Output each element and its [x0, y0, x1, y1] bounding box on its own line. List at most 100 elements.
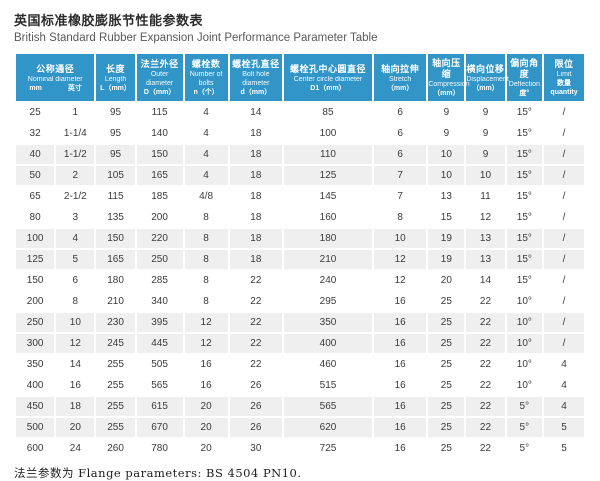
table-cell: 210 [96, 292, 135, 311]
column-header-label-en: Center circle diameter [293, 75, 363, 83]
table-cell: 255 [96, 376, 135, 395]
table-cell: 20 [184, 397, 228, 416]
table-cell: 20 [428, 271, 465, 290]
column-header-unit: D（mm） [143, 89, 176, 96]
footer-note: 法兰参数为 Flange parameters: BS 4504 PN10. [14, 466, 302, 480]
column-header-label-en: Bolt hole diameter [242, 71, 270, 87]
table-cell: 140 [136, 124, 183, 143]
table-cell: 9 [428, 103, 465, 122]
table-cell: 16 [373, 376, 427, 395]
column-header-7: 横向位移 Displacement （mm） [466, 54, 509, 101]
column-header-0: 长度 Length L（mm） [96, 54, 135, 101]
table-row: 200 8 210 340 8 22 295 16 25 22 10° / [16, 292, 584, 311]
table-cell: 125 [16, 250, 55, 269]
table-cell: 260 [96, 439, 135, 458]
table-cell: 40 [16, 145, 55, 164]
column-header-unit: （mm） [386, 84, 414, 92]
parameter-table: 公称通径 Nominal diameter mm 英寸 长度 Length L（mm） 法兰外… [14, 52, 586, 460]
table-cell: 50 [16, 166, 55, 185]
table-cell: 16 [373, 397, 427, 416]
table-cell: 180 [96, 271, 135, 290]
table-cell: 5 [544, 439, 584, 458]
table-cell: 22 [466, 355, 505, 374]
column-header-label-en: Stretch [389, 75, 412, 83]
table-cell: 250 [136, 250, 183, 269]
table-cell: 725 [284, 439, 372, 458]
table-cell: 350 [16, 355, 55, 374]
table-cell: 30 [229, 439, 283, 458]
table-cell: 210 [284, 250, 372, 269]
table-cell: 18 [229, 229, 283, 248]
column-header-label-en: Number of bolts [189, 71, 223, 87]
table-cell: 25 [428, 292, 465, 311]
table-cell: 16 [373, 355, 427, 374]
table-cell: 6 [373, 124, 427, 143]
table-cell: 16 [373, 292, 427, 311]
table-cell: 295 [284, 292, 372, 311]
table-cell: / [544, 145, 584, 164]
table-cell: 115 [136, 103, 183, 122]
table-cell: 18 [56, 397, 95, 416]
table-cell: 25 [428, 397, 465, 416]
table-cell: 105 [96, 166, 135, 185]
table-cell: 20 [184, 418, 228, 437]
table-cell: 13 [428, 187, 465, 206]
table-cell: 15° [506, 208, 543, 227]
table-row: 300 12 245 445 12 22 400 16 25 22 10° / [16, 334, 584, 353]
table-cell: 95 [96, 124, 135, 143]
table-row: 600 24 260 780 20 30 725 16 25 22 5° 5 [16, 439, 584, 458]
table-cell: 3 [56, 208, 95, 227]
table-cell: 16 [373, 334, 427, 353]
table-cell: 6 [373, 103, 427, 122]
table-cell: 15° [506, 187, 543, 206]
column-header-subunits: mm 英寸 [16, 84, 94, 93]
table-cell: / [544, 334, 584, 353]
table-cell: 670 [136, 418, 183, 437]
table-cell: 12 [373, 250, 427, 269]
table-cell: 10° [506, 355, 543, 374]
table-cell: 500 [16, 418, 55, 437]
table-cell: 245 [96, 334, 135, 353]
table-cell: 22 [466, 376, 505, 395]
table-cell: 6 [56, 271, 95, 290]
table-row: 150 6 180 285 8 22 240 12 20 14 15° / [16, 271, 584, 290]
page-title: 英国标准橡胶膨胀节性能参数表 [14, 13, 204, 28]
table-cell: / [544, 292, 584, 311]
table-cell: 150 [136, 145, 183, 164]
column-header-label-zh: 公称通径 [36, 63, 75, 74]
column-header-unit: d（mm） [240, 89, 272, 96]
table-row: 400 16 255 565 16 26 515 16 25 22 10° 4 [16, 376, 584, 395]
table-row: 40 1-1/2 95 150 4 18 110 6 10 9 15° / [16, 145, 584, 164]
table-cell: / [544, 229, 584, 248]
table-cell: 1-1/2 [56, 145, 95, 164]
column-header-label-en: Length [104, 75, 127, 83]
table-cell: 16 [373, 418, 427, 437]
column-header-label-en: Limit [556, 71, 572, 78]
subunit-mm: mm [29, 84, 42, 92]
column-header-label-en: Displacement [466, 75, 509, 83]
table-cell: 10 [428, 166, 465, 185]
column-header-label-en: Compression [428, 81, 470, 88]
table-cell: 26 [229, 418, 283, 437]
table-cell: 460 [284, 355, 372, 374]
table-cell: 200 [16, 292, 55, 311]
table-cell: 6 [373, 145, 427, 164]
table-cell: 9 [428, 124, 465, 143]
column-header-label-zh: 螺栓数 [191, 59, 221, 69]
table-cell: 8 [184, 292, 228, 311]
table-cell: 22 [229, 271, 283, 290]
table-cell: 13 [466, 250, 505, 269]
table-cell: 5° [506, 397, 543, 416]
table-cell: 14 [56, 355, 95, 374]
table-cell: 22 [466, 334, 505, 353]
table-cell: 100 [16, 229, 55, 248]
table-cell: 10 [466, 166, 505, 185]
table-cell: 400 [284, 334, 372, 353]
table-cell: 19 [428, 229, 465, 248]
table-row: 80 3 135 200 8 18 160 8 15 12 15° / [16, 208, 584, 227]
table-cell: 10° [506, 292, 543, 311]
table-cell: 10 [56, 313, 95, 332]
table-cell: 32 [16, 124, 55, 143]
table-cell: 22 [229, 313, 283, 332]
table-cell: 4/8 [184, 187, 228, 206]
